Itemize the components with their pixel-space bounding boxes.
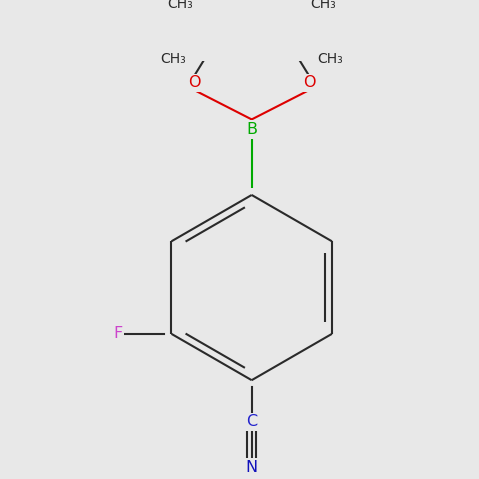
Text: O: O bbox=[303, 75, 315, 91]
Text: O: O bbox=[188, 75, 201, 91]
Text: B: B bbox=[246, 122, 257, 137]
Text: CH₃: CH₃ bbox=[311, 0, 336, 11]
Text: N: N bbox=[246, 460, 258, 476]
Text: C: C bbox=[246, 414, 257, 429]
Text: F: F bbox=[113, 326, 123, 342]
Text: CH₃: CH₃ bbox=[160, 52, 186, 67]
Text: CH₃: CH₃ bbox=[318, 52, 343, 67]
Text: CH₃: CH₃ bbox=[167, 0, 193, 11]
